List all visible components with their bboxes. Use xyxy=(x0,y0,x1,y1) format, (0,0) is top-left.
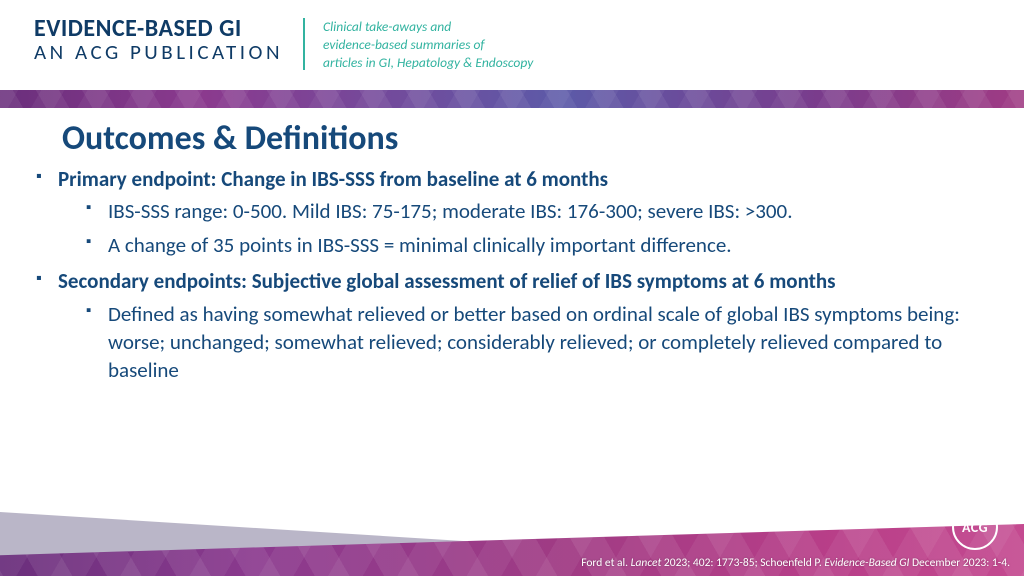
sub-bullet-item: Defined as having somewhat relieved or b… xyxy=(86,300,988,384)
bullet-lead: Primary endpoint: Change in IBS-SSS from… xyxy=(58,166,608,192)
slide-title: Outcomes & Definitions xyxy=(0,108,1024,165)
logo-text: ACG xyxy=(962,519,988,536)
divider-vertical xyxy=(303,18,305,70)
tagline-line-2: evidence-based summaries of xyxy=(323,36,533,54)
bullet-item: Secondary endpoints: Subjective global a… xyxy=(36,267,988,384)
bullet-item: Primary endpoint: Change in IBS-SSS from… xyxy=(36,165,988,259)
citation-part: December 2023: 1-4. xyxy=(909,556,1010,570)
brand-block: EVIDENCE-BASED GI AN ACG PUBLICATION xyxy=(34,16,283,64)
content: Primary endpoint: Change in IBS-SSS from… xyxy=(0,165,1024,384)
citation-italic: Lancet xyxy=(631,556,662,570)
sub-bullet-item: IBS-SSS range: 0-500. Mild IBS: 75-175; … xyxy=(86,197,988,225)
header: EVIDENCE-BASED GI AN ACG PUBLICATION Cli… xyxy=(0,0,1024,90)
citation: Ford et al. Lancet 2023; 402: 1773-85; S… xyxy=(581,556,1010,570)
sub-bullet-list: Defined as having somewhat relieved or b… xyxy=(58,300,988,384)
citation-italic: Evidence-Based GI xyxy=(824,556,909,570)
sub-bullet-list: IBS-SSS range: 0-500. Mild IBS: 75-175; … xyxy=(58,197,988,259)
bullet-list: Primary endpoint: Change in IBS-SSS from… xyxy=(36,165,988,384)
brand-line-1: EVIDENCE-BASED GI xyxy=(34,16,283,41)
acg-logo-icon: ACG xyxy=(952,504,998,550)
tagline-line-1: Clinical take-aways and xyxy=(323,18,533,36)
bullet-lead: Secondary endpoints: Subjective global a… xyxy=(58,268,836,294)
decorative-band xyxy=(0,90,1024,108)
tagline: Clinical take-aways and evidence-based s… xyxy=(323,18,533,73)
brand-line-2: AN ACG PUBLICATION xyxy=(34,41,283,64)
tagline-line-3: articles in GI, Hepatology & Endoscopy xyxy=(323,54,533,72)
citation-part: Ford et al. xyxy=(581,556,630,570)
citation-part: 2023; 402: 1773-85; Schoenfeld P. xyxy=(661,556,824,570)
sub-bullet-item: A change of 35 points in IBS-SSS = minim… xyxy=(86,231,988,259)
footer: ACG Ford et al. Lancet 2023; 402: 1773-8… xyxy=(0,504,1024,576)
slide: EVIDENCE-BASED GI AN ACG PUBLICATION Cli… xyxy=(0,0,1024,576)
